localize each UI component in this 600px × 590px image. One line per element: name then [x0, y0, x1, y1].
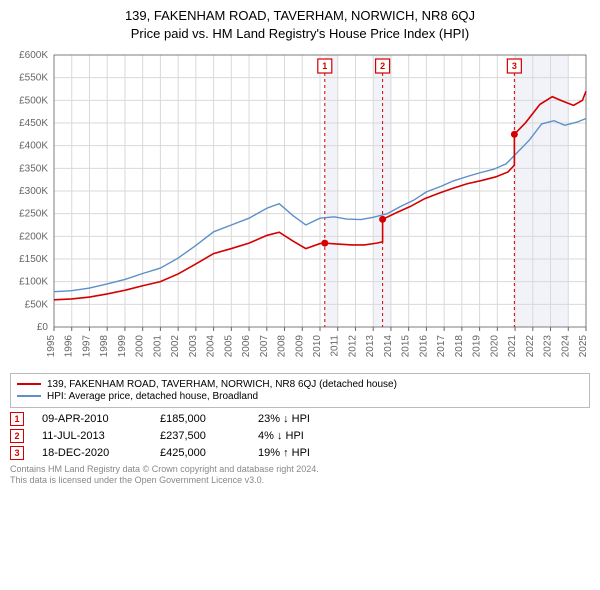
transaction-badge: 3: [10, 446, 24, 460]
legend: 139, FAKENHAM ROAD, TAVERHAM, NORWICH, N…: [10, 373, 590, 408]
transaction-row: 2 11-JUL-2013 £237,500 4% ↓ HPI: [10, 429, 590, 443]
transaction-diff: 19% ↑ HPI: [258, 447, 348, 459]
y-tick-label: £200K: [19, 231, 48, 242]
legend-swatch: [17, 383, 41, 385]
legend-item: 139, FAKENHAM ROAD, TAVERHAM, NORWICH, N…: [17, 379, 583, 390]
y-tick-label: £450K: [19, 118, 48, 129]
x-tick-label: 2025: [578, 334, 589, 357]
x-tick-label: 1999: [117, 334, 128, 357]
x-tick-label: 2014: [383, 334, 394, 357]
x-tick-label: 2022: [525, 334, 536, 357]
y-tick-label: £500K: [19, 95, 48, 106]
legend-swatch: [17, 395, 41, 397]
sale-point: [511, 130, 518, 137]
x-tick-label: 2019: [472, 334, 483, 357]
y-tick-label: £400K: [19, 140, 48, 151]
x-tick-label: 2012: [347, 334, 358, 357]
transaction-price: £185,000: [160, 413, 240, 425]
footer-attribution: Contains HM Land Registry data © Crown c…: [10, 464, 590, 487]
chart-container: 139, FAKENHAM ROAD, TAVERHAM, NORWICH, N…: [0, 0, 600, 590]
x-tick-label: 1995: [46, 334, 57, 357]
legend-item: HPI: Average price, detached house, Broa…: [17, 391, 583, 402]
transaction-row: 1 09-APR-2010 £185,000 23% ↓ HPI: [10, 412, 590, 426]
y-tick-label: £600K: [19, 50, 48, 61]
transaction-row: 3 18-DEC-2020 £425,000 19% ↑ HPI: [10, 446, 590, 460]
transaction-date: 09-APR-2010: [42, 413, 142, 425]
x-tick-label: 2008: [277, 334, 288, 357]
transaction-price: £425,000: [160, 447, 240, 459]
x-tick-label: 2005: [223, 334, 234, 357]
x-tick-label: 1997: [81, 334, 92, 357]
x-tick-label: 2013: [365, 334, 376, 357]
transaction-price: £237,500: [160, 430, 240, 442]
y-tick-label: £100K: [19, 276, 48, 287]
x-tick-label: 2018: [454, 334, 465, 357]
x-tick-label: 2003: [188, 334, 199, 357]
transaction-badge: 2: [10, 429, 24, 443]
x-tick-label: 1998: [99, 334, 110, 357]
transaction-badge: 1: [10, 412, 24, 426]
x-tick-label: 2007: [259, 334, 270, 357]
x-tick-label: 2023: [543, 334, 554, 357]
y-tick-label: £300K: [19, 186, 48, 197]
y-tick-label: £150K: [19, 254, 48, 265]
x-tick-label: 2006: [241, 334, 252, 357]
x-tick-label: 2001: [152, 334, 163, 357]
x-tick-label: 2000: [135, 334, 146, 357]
x-tick-label: 1996: [64, 334, 75, 357]
legend-label: HPI: Average price, detached house, Broa…: [47, 391, 258, 402]
line-chart-svg: £0 £50K £100K £150K £200K £250K £300K £350K £400…: [10, 49, 590, 369]
x-tick-label: 2024: [560, 334, 571, 357]
x-tick-label: 2016: [418, 334, 429, 357]
x-tick-label: 2009: [294, 334, 305, 357]
sale-marker-number: 1: [322, 61, 327, 71]
chart-plot: £0 £50K £100K £150K £200K £250K £300K £350K £400…: [10, 49, 590, 369]
transaction-diff: 23% ↓ HPI: [258, 413, 348, 425]
footer-line-1: Contains HM Land Registry data © Crown c…: [10, 464, 590, 475]
y-tick-label: £250K: [19, 208, 48, 219]
y-tick-label: £350K: [19, 163, 48, 174]
x-tick-label: 2002: [170, 334, 181, 357]
transaction-date: 11-JUL-2013: [42, 430, 142, 442]
sale-marker-number: 2: [380, 61, 385, 71]
x-tick-label: 2020: [489, 334, 500, 357]
transaction-diff: 4% ↓ HPI: [258, 430, 348, 442]
x-tick-label: 2015: [401, 334, 412, 357]
x-tick-label: 2011: [330, 334, 341, 356]
footer-line-2: This data is licensed under the Open Gov…: [10, 475, 590, 486]
transaction-date: 18-DEC-2020: [42, 447, 142, 459]
sale-point: [379, 215, 386, 222]
y-tick-label: £50K: [25, 299, 49, 310]
y-tick-label: £0: [37, 322, 49, 333]
x-tick-label: 2010: [312, 334, 323, 357]
chart-title: 139, FAKENHAM ROAD, TAVERHAM, NORWICH, N…: [10, 8, 590, 24]
x-tick-label: 2017: [436, 334, 447, 357]
y-tick-label: £550K: [19, 72, 48, 83]
legend-label: 139, FAKENHAM ROAD, TAVERHAM, NORWICH, N…: [47, 379, 397, 390]
sale-point: [321, 239, 328, 246]
x-tick-label: 2021: [507, 334, 518, 357]
sale-marker-number: 3: [512, 61, 517, 71]
x-tick-label: 2004: [206, 334, 217, 357]
chart-subtitle: Price paid vs. HM Land Registry's House …: [10, 26, 590, 41]
transactions-table: 1 09-APR-2010 £185,000 23% ↓ HPI 2 11-JUL-201…: [10, 412, 590, 460]
